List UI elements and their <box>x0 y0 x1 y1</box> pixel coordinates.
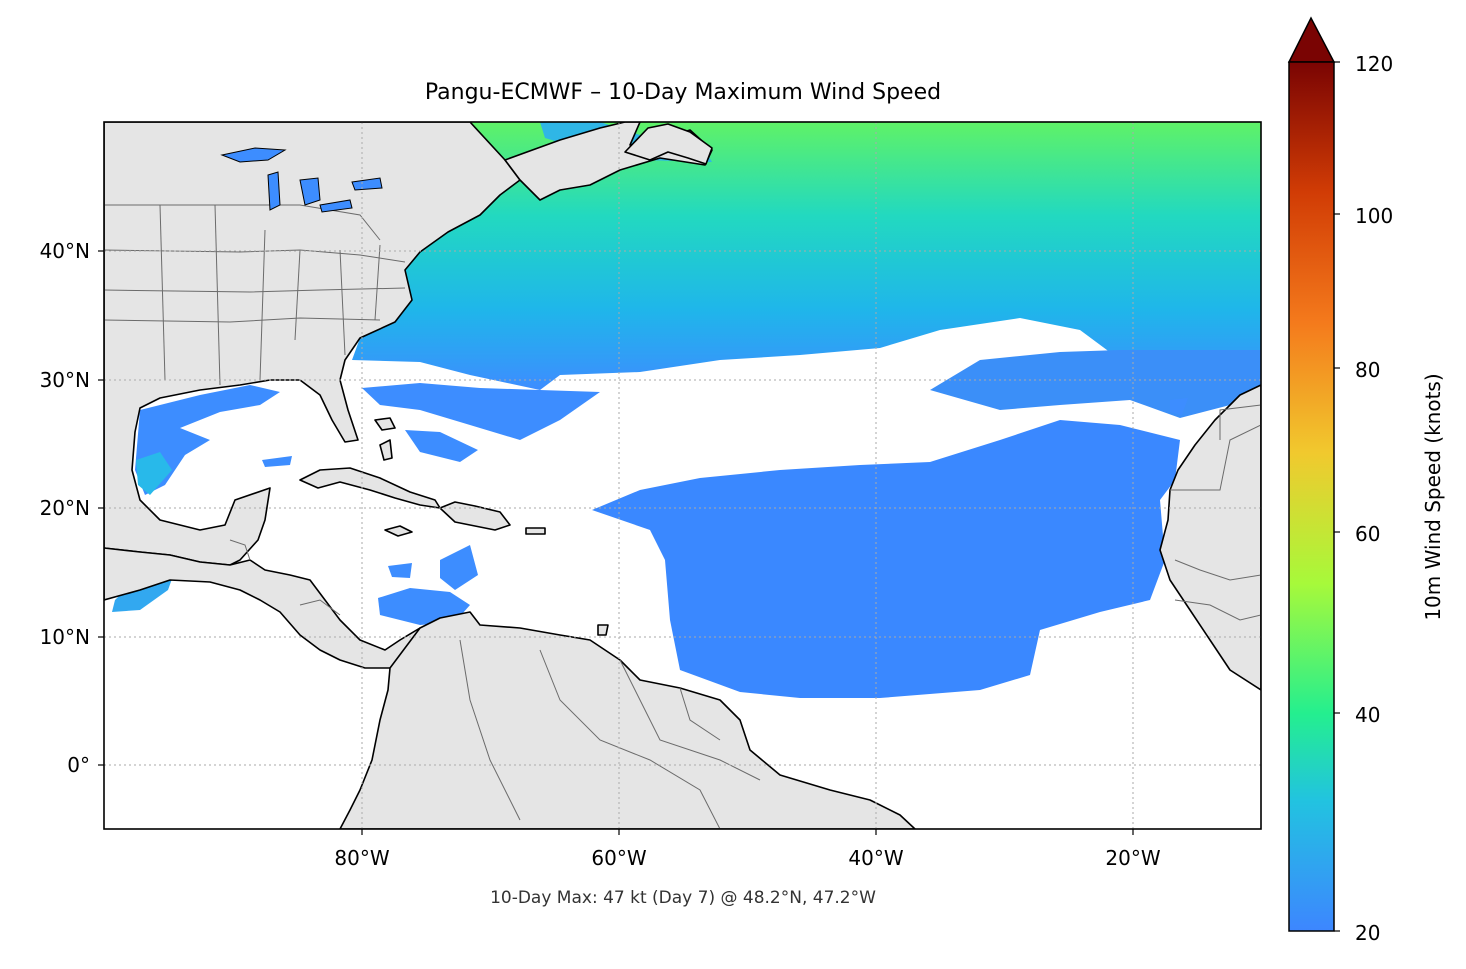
colorbar-tick-100: 100 <box>1355 204 1393 228</box>
colorbar-ticks <box>1334 61 1340 932</box>
colorbar-tick-120: 120 <box>1355 52 1393 76</box>
max-wind-annotation: 10-Day Max: 47 kt (Day 7) @ 48.2°N, 47.2… <box>490 888 876 908</box>
colorbar-tick-40: 40 <box>1355 703 1380 727</box>
land-puerto-rico <box>525 527 546 535</box>
wind-field-north <box>352 122 1261 390</box>
land-africa <box>1159 384 1261 691</box>
land-newfoundland <box>624 123 713 165</box>
lat-label-30n: 30°N <box>40 368 90 392</box>
wind-field-caribbean-3 <box>388 563 412 578</box>
colorbar: 120 100 80 60 40 20 10m Wind Speed (knot… <box>1287 16 1445 945</box>
land-south-america <box>339 611 916 829</box>
lon-label-60w: 60°W <box>591 846 646 870</box>
wind-field-caribbean-2 <box>440 545 478 590</box>
map-area <box>104 122 1261 829</box>
land-bahamas <box>374 417 396 431</box>
map-title: Pangu-ECMWF – 10-Day Maximum Wind Speed <box>425 80 941 105</box>
land-masses <box>104 122 1261 829</box>
wind-field-south <box>592 420 1180 698</box>
wind-field-canary <box>1170 398 1188 415</box>
lon-label-80w: 80°W <box>334 846 389 870</box>
lat-label-20n: 20°N <box>40 496 90 520</box>
colorbar-extend-arrow <box>1287 16 1336 63</box>
land-jamaica <box>384 525 413 537</box>
lat-label-0: 0° <box>67 753 90 777</box>
wind-field-gulf-2 <box>136 452 172 495</box>
wind-field-gulf-south <box>262 456 292 467</box>
wind-field-strip <box>405 430 478 462</box>
axis-ticks <box>98 250 1134 835</box>
wind-field-gulf <box>135 385 280 495</box>
lon-label-20w: 20°W <box>1105 846 1160 870</box>
land-trinidad <box>597 624 609 636</box>
great-lakes <box>220 147 383 213</box>
land-north-america <box>104 122 521 566</box>
land-bahamas-2 <box>379 439 393 461</box>
lat-label-40n: 40°N <box>40 239 90 263</box>
colorbar-tick-80: 80 <box>1355 358 1380 382</box>
colorbar-tick-60: 60 <box>1355 522 1380 546</box>
map-frame <box>103 121 1262 830</box>
lat-label-10n: 10°N <box>40 625 90 649</box>
colorbar-tick-20: 20 <box>1355 921 1380 945</box>
wind-field-subtropical <box>362 383 600 440</box>
latitude-labels: 40°N 30°N 20°N 10°N 0° <box>40 239 90 777</box>
land-hispaniola <box>439 501 511 531</box>
colorbar-label: 10m Wind Speed (knots) <box>1421 373 1445 620</box>
longitude-labels: 80°W 60°W 40°W 20°W <box>334 846 1160 870</box>
colorbar-tick-labels: 120 100 80 60 40 20 <box>1355 52 1393 945</box>
colorbar-gradient <box>1288 61 1335 932</box>
wind-field-caribbean <box>378 588 470 625</box>
lon-label-40w: 40°W <box>848 846 903 870</box>
